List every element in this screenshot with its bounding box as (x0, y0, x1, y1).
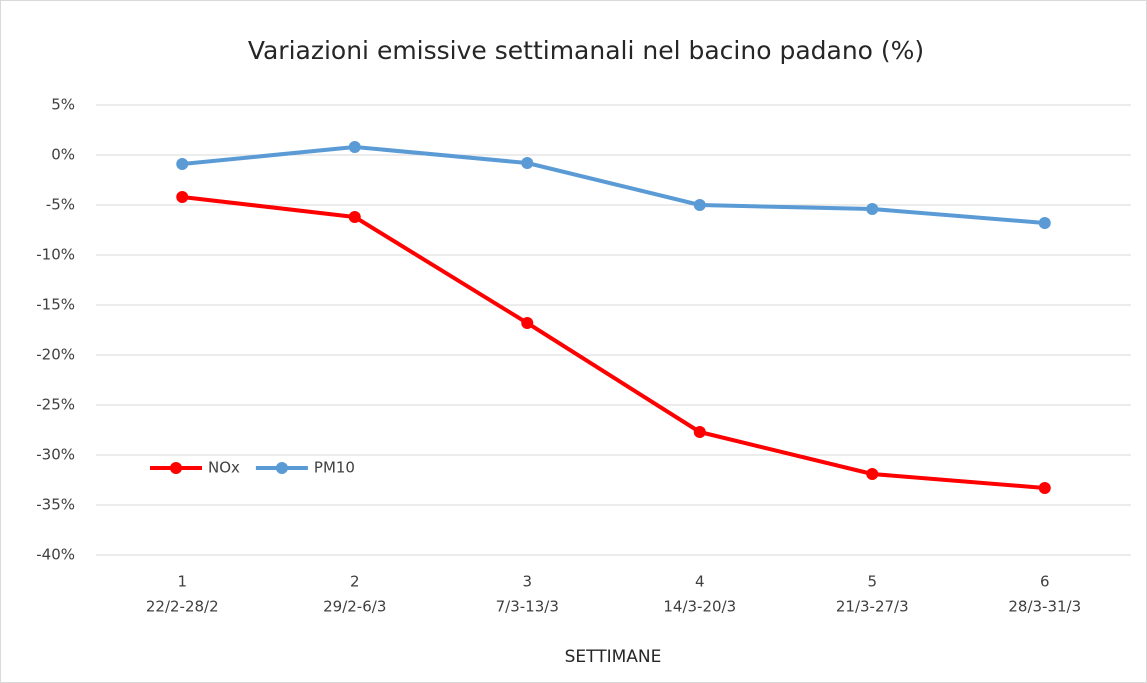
data-point (1038, 482, 1051, 494)
y-tick-label: -25% (36, 396, 75, 414)
x-tick-label: 6 (1040, 573, 1050, 591)
y-tick-label: -5% (46, 196, 75, 214)
y-tick-label: -15% (36, 296, 75, 314)
y-tick-label: -20% (36, 346, 75, 364)
x-tick-label: 14/3-20/3 (663, 598, 736, 616)
x-tick-label: 29/2-6/3 (323, 598, 386, 616)
x-tick-label: 1 (177, 573, 187, 591)
y-tick-label: -40% (36, 546, 75, 564)
data-point (348, 211, 361, 223)
data-point (521, 157, 534, 169)
data-point (693, 199, 706, 211)
x-tick-label: 22/2-28/2 (146, 598, 219, 616)
y-tick-label: -10% (36, 246, 75, 264)
legend-label: NOx (208, 459, 240, 477)
data-point (866, 203, 879, 215)
y-tick-label: 5% (51, 96, 75, 114)
data-point (521, 317, 534, 329)
x-tick-label: 7/3-13/3 (496, 598, 559, 616)
series-line (182, 145, 1045, 225)
legend-label: PM10 (314, 459, 355, 477)
legend-marker (275, 462, 288, 474)
data-point (176, 191, 189, 203)
data-point (866, 468, 879, 480)
data-point (1038, 217, 1051, 229)
x-axis-title: SETTIMANE (565, 647, 662, 667)
x-tick-label: 4 (695, 573, 705, 591)
y-tick-label: -35% (36, 496, 75, 514)
x-tick-label: 21/3-27/3 (836, 598, 909, 616)
data-point (176, 158, 189, 170)
data-point (693, 426, 706, 438)
y-tick-label: -30% (36, 446, 75, 464)
series-line (182, 195, 1045, 490)
legend-marker (170, 462, 182, 474)
data-point (348, 141, 361, 153)
chart-title: Variazioni emissive settimanali nel baci… (248, 36, 924, 65)
x-tick-label: 3 (522, 573, 532, 591)
x-tick-label: 5 (867, 573, 877, 591)
x-tick-label: 28/3-31/3 (1008, 598, 1081, 616)
x-tick-label: 2 (350, 573, 360, 591)
y-tick-label: 0% (51, 146, 75, 164)
